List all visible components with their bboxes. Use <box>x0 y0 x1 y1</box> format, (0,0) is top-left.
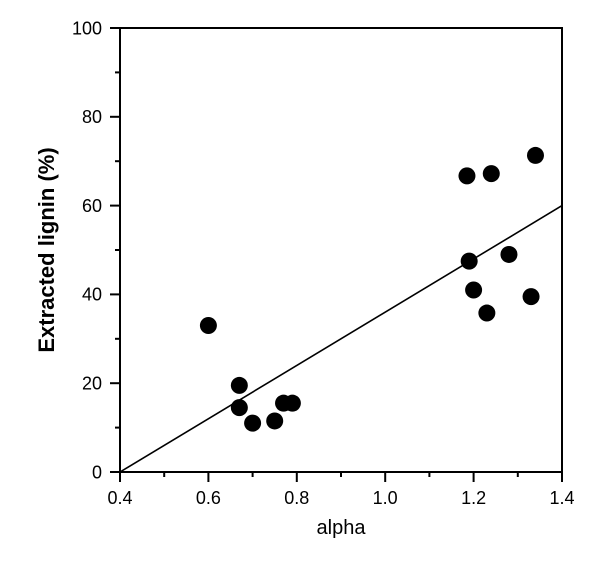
data-point <box>523 288 540 305</box>
data-point <box>458 167 475 184</box>
y-axis-label: Extracted lignin (%) <box>34 147 59 352</box>
chart-svg: 0.4 0.6 0.8 1.0 1.2 1.4 0 20 40 60 80 100 alpha Extra… <box>0 0 607 576</box>
data-point <box>266 412 283 429</box>
data-point <box>231 399 248 416</box>
x-tick-label: 0.4 <box>107 488 132 508</box>
data-point <box>461 253 478 270</box>
data-point <box>231 377 248 394</box>
x-tick-label: 0.8 <box>284 488 309 508</box>
data-point <box>500 246 517 263</box>
x-tick-label: 1.2 <box>461 488 486 508</box>
y-tick-label: 60 <box>82 196 102 216</box>
x-tick-label: 1.4 <box>549 488 574 508</box>
y-tick-label: 0 <box>92 462 102 482</box>
y-tick-label: 80 <box>82 107 102 127</box>
data-point <box>284 395 301 412</box>
y-tick-label: 40 <box>82 285 102 305</box>
data-point <box>244 415 261 432</box>
data-point <box>465 281 482 298</box>
data-point <box>483 165 500 182</box>
x-axis-label: alpha <box>317 517 367 539</box>
scatter-chart: 0.4 0.6 0.8 1.0 1.2 1.4 0 20 40 60 80 100 alpha Extra… <box>0 0 607 576</box>
data-point <box>527 147 544 164</box>
x-tick-label: 0.6 <box>196 488 221 508</box>
y-tick-label: 100 <box>72 18 102 38</box>
data-point <box>200 317 217 334</box>
x-tick-label: 1.0 <box>373 488 398 508</box>
y-tick-label: 20 <box>82 374 102 394</box>
data-point <box>478 305 495 322</box>
